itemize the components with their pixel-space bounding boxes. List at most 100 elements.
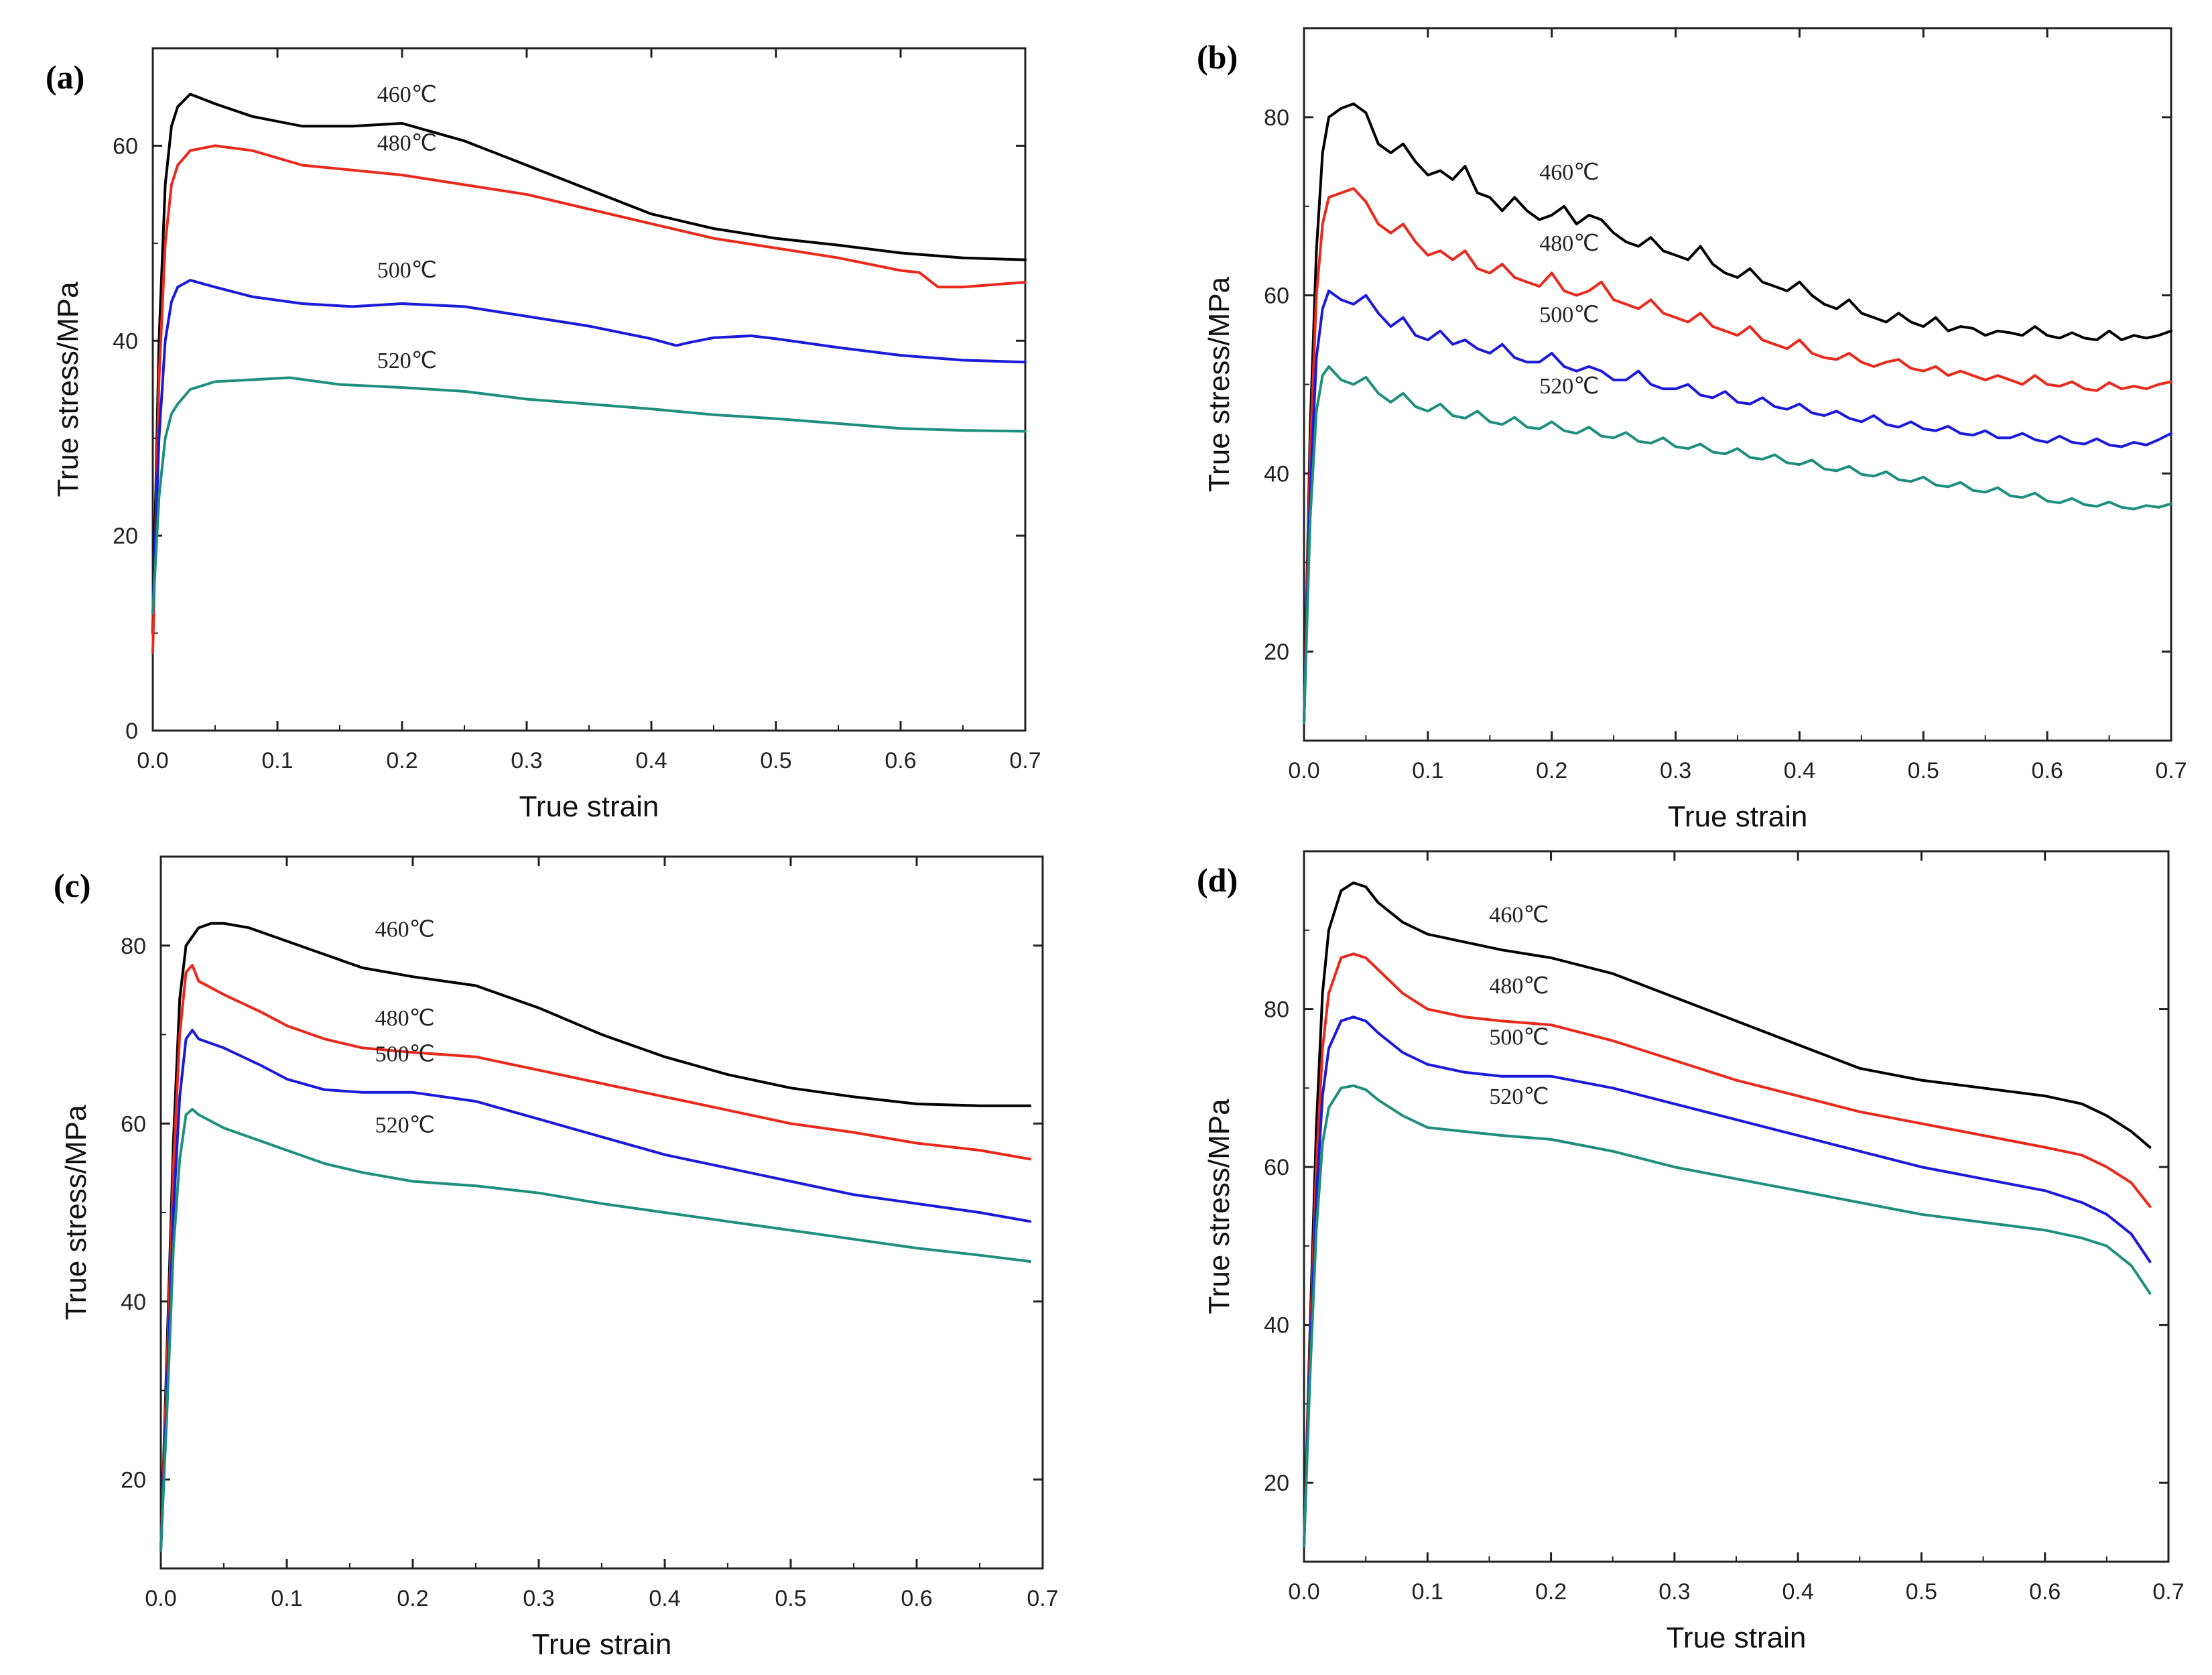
panel-label: (c)	[54, 867, 91, 904]
x-tick-label: 0.5	[1906, 1579, 1937, 1605]
y-tick-label: 20	[1264, 639, 1289, 665]
y-tick-label: 60	[121, 1111, 146, 1137]
y-tick-label: 40	[113, 328, 138, 354]
panel-label: (a)	[46, 58, 84, 96]
x-tick-label: 0.0	[1288, 758, 1319, 784]
series-label: 480℃	[1539, 231, 1599, 256]
series-label: 520℃	[1489, 1084, 1549, 1109]
y-tick-label: 60	[1264, 1155, 1289, 1180]
x-axis-title: True strain	[1667, 1621, 1807, 1654]
plot-frame	[151, 47, 1027, 732]
y-tick-label: 60	[113, 133, 138, 159]
x-tick-label: 0.7	[1027, 1586, 1058, 1611]
x-tick-label: 0.1	[1412, 1579, 1443, 1605]
x-axis-title: True strain	[519, 790, 659, 823]
series-label: 500℃	[1489, 1026, 1549, 1050]
chart-panel-0: 0.0 0.1 0.2 0.3 0.4 0.5 0.6 0.7 0 20 40 60 True stra…	[46, 47, 1041, 823]
x-tick-label: 0.5	[1908, 758, 1939, 784]
x-tick-label: 0.4	[635, 748, 667, 773]
x-axis-title: True strain	[532, 1628, 672, 1661]
x-tick-label: 0.2	[397, 1586, 428, 1611]
series-line-1	[151, 144, 1027, 654]
series-label: 480℃	[375, 1006, 435, 1031]
x-tick-label: 0.3	[1660, 758, 1691, 784]
y-axis-title: True stress/MPa	[52, 282, 84, 497]
x-axis-title: True strain	[1668, 800, 1808, 833]
x-tick-label: 0.7	[1009, 748, 1041, 773]
series-line-2	[151, 279, 1027, 615]
plot-frame	[159, 855, 1044, 1570]
y-axis-title: True stress/MPa	[1203, 1099, 1236, 1314]
series-line-0	[151, 92, 1027, 635]
x-tick-label: 0.1	[261, 748, 293, 773]
series-label: 460℃	[1489, 903, 1549, 928]
x-tick-label: 0.0	[145, 1586, 176, 1611]
panel-label: (d)	[1197, 861, 1238, 899]
series-line-2	[1303, 290, 2172, 725]
x-tick-label: 0.6	[901, 1586, 932, 1611]
plot-frame	[1303, 27, 2172, 742]
series-line-0	[1303, 881, 2152, 1548]
x-tick-label: 0.4	[1782, 1579, 1814, 1605]
x-tick-label: 0.7	[2155, 758, 2187, 784]
plot-frame	[1303, 850, 2170, 1563]
series-line-1	[1303, 952, 2152, 1548]
x-tick-label: 0.6	[2032, 758, 2063, 784]
series-label: 520℃	[1539, 374, 1599, 399]
series-line-2	[1303, 1015, 2152, 1548]
chart-panel-2: 0.0 0.1 0.2 0.3 0.4 0.5 0.6 0.7 20 40 60 80 True str…	[54, 855, 1059, 1661]
y-tick-label: 20	[1264, 1471, 1289, 1496]
series-label: 500℃	[375, 1042, 435, 1066]
y-tick-label: 20	[113, 523, 138, 549]
series-line-2	[159, 1028, 1032, 1552]
y-tick-label: 0	[125, 719, 138, 744]
y-tick-label: 80	[1264, 997, 1289, 1023]
x-tick-label: 0.0	[137, 748, 168, 773]
x-tick-label: 0.6	[885, 748, 916, 773]
x-tick-label: 0.5	[775, 1586, 806, 1611]
chart-panel-1: 0.0 0.1 0.2 0.3 0.4 0.5 0.6 0.7 20 40 60 80 True str…	[1197, 27, 2187, 833]
series-line-0	[1303, 102, 2172, 725]
x-tick-label: 0.6	[2029, 1579, 2061, 1605]
y-tick-label: 40	[1264, 461, 1289, 487]
x-tick-label: 0.2	[1535, 1579, 1567, 1605]
series-line-0	[159, 922, 1032, 1552]
series-line-3	[151, 376, 1027, 615]
x-tick-label: 0.2	[386, 748, 417, 773]
x-tick-label: 0.3	[1658, 1579, 1690, 1605]
series-line-1	[159, 964, 1032, 1552]
x-tick-label: 0.7	[2152, 1579, 2184, 1605]
y-tick-label: 80	[121, 934, 146, 959]
series-label: 500℃	[1539, 302, 1599, 327]
x-tick-label: 0.3	[511, 748, 542, 773]
x-tick-label: 0.5	[760, 748, 791, 773]
x-tick-label: 0.4	[1784, 758, 1815, 784]
series-line-3	[159, 1108, 1032, 1552]
y-tick-label: 40	[121, 1290, 146, 1315]
series-label: 460℃	[1539, 160, 1599, 185]
y-tick-label: 80	[1264, 105, 1289, 131]
y-tick-label: 60	[1264, 284, 1289, 309]
series-line-1	[1303, 187, 2172, 725]
series-label: 480℃	[377, 131, 437, 156]
series-label: 480℃	[1489, 974, 1549, 999]
panel-label: (b)	[1197, 38, 1238, 76]
y-axis-title: True stress/MPa	[1203, 276, 1236, 492]
series-label: 520℃	[375, 1113, 435, 1138]
x-tick-label: 0.2	[1536, 758, 1567, 784]
chart-panel-3: 0.0 0.1 0.2 0.3 0.4 0.5 0.6 0.7 20 40 60 80 True str…	[1197, 850, 2185, 1654]
y-axis-title: True stress/MPa	[60, 1105, 92, 1320]
series-label: 460℃	[375, 917, 435, 942]
y-tick-label: 20	[121, 1467, 146, 1493]
x-tick-label: 0.4	[649, 1586, 680, 1611]
series-label: 520℃	[377, 349, 437, 373]
series-label: 500℃	[377, 258, 437, 283]
series-line-3	[1303, 365, 2172, 725]
series-line-3	[1303, 1084, 2152, 1548]
y-tick-label: 40	[1264, 1313, 1289, 1339]
x-tick-label: 0.0	[1288, 1579, 1319, 1605]
x-tick-label: 0.1	[1412, 758, 1443, 784]
x-tick-label: 0.1	[271, 1586, 302, 1611]
series-label: 460℃	[377, 82, 437, 107]
